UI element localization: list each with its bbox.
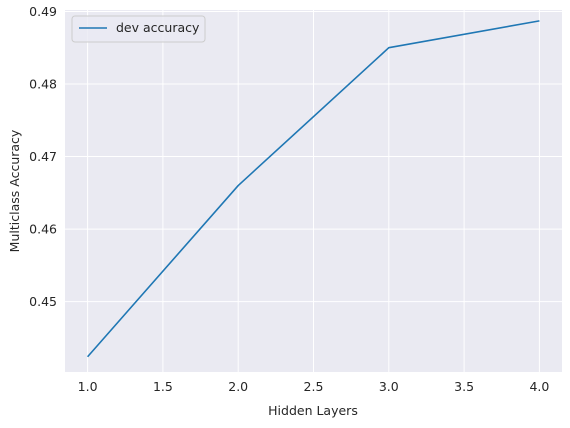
x-tick-label: 4.0 xyxy=(529,379,549,394)
grid xyxy=(65,10,562,372)
y-tick-label: 0.47 xyxy=(29,149,57,164)
legend-box xyxy=(71,15,206,43)
x-axis-label: Hidden Layers xyxy=(268,403,358,418)
y-tick-label: 0.49 xyxy=(29,4,57,19)
x-tick-label: 1.0 xyxy=(78,379,98,394)
y-axis-label: Multiclass Accuracy xyxy=(7,129,22,252)
series-layer xyxy=(86,20,540,358)
x-tick-label: 3.5 xyxy=(454,379,474,394)
x-tick-label: 2.0 xyxy=(228,379,248,394)
y-tick-label: 0.48 xyxy=(29,76,57,91)
legend-label-dev-accuracy: dev accuracy xyxy=(116,20,200,35)
x-tick-label: 1.5 xyxy=(153,379,173,394)
x-tick-label: 2.5 xyxy=(304,379,324,394)
legend: dev accuracy xyxy=(71,15,206,43)
y-axis-ticks: 0.45 0.46 0.47 0.48 0.49 xyxy=(29,4,57,309)
x-tick-label: 3.0 xyxy=(379,379,399,394)
x-axis-ticks: 1.0 1.5 2.0 2.5 3.0 3.5 4.0 xyxy=(78,379,550,394)
y-tick-label: 0.46 xyxy=(29,222,57,237)
series-line-dev-accuracy xyxy=(86,20,540,358)
y-tick-label: 0.45 xyxy=(29,294,57,309)
